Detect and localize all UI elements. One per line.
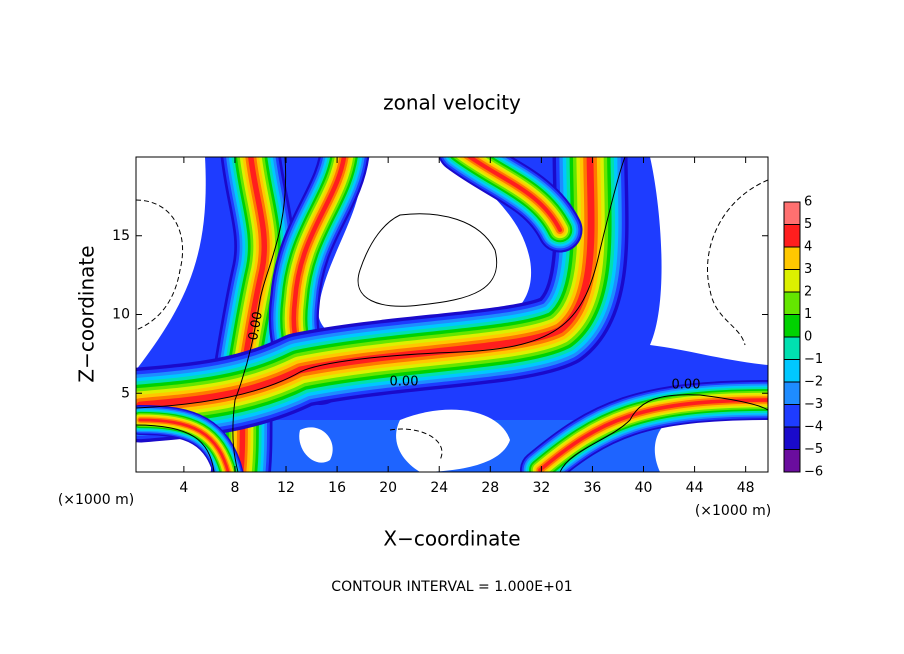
band	[538, 398, 768, 472]
colorbar-label: 3	[804, 262, 812, 277]
chart-title: zonal velocity	[383, 91, 521, 115]
contours	[136, 157, 768, 472]
x-unit: (×1000 m)	[695, 503, 771, 519]
region	[650, 157, 768, 365]
colorbar-label: 0	[804, 330, 812, 345]
colorbar-label: −3	[804, 397, 823, 412]
x-tick-label: 48	[737, 480, 755, 496]
contour-label: 0.00	[246, 310, 266, 341]
colorbar-swatch	[784, 359, 800, 382]
colorbar-swatch	[784, 449, 800, 472]
x-tick-label: 40	[635, 480, 653, 496]
colorbar-label: −4	[804, 420, 823, 435]
contour-line	[136, 157, 626, 409]
x-tick-label: 24	[430, 480, 448, 496]
y-tick-label: 10	[112, 307, 130, 323]
region	[396, 409, 510, 472]
colorbar-swatch	[784, 427, 800, 450]
contour-line	[136, 424, 215, 472]
band	[138, 418, 230, 472]
contour-line	[707, 179, 768, 346]
colorbar-label: −6	[804, 465, 823, 480]
colorbar-label: 4	[804, 240, 812, 255]
bands	[136, 157, 768, 472]
colorbar-label: −2	[804, 375, 823, 390]
colorbar-label: −5	[804, 442, 823, 457]
contour-line	[232, 157, 287, 472]
contour-line	[357, 213, 498, 307]
band	[466, 157, 563, 233]
contour-line	[559, 394, 768, 472]
colorbar-swatch	[784, 247, 800, 270]
contour-line	[389, 428, 443, 461]
x-unit: (×1000 m)	[58, 492, 134, 508]
region	[318, 157, 532, 346]
x-tick-label: 8	[230, 480, 239, 496]
x-tick-label: 28	[481, 480, 499, 496]
colorbar-label: 6	[804, 195, 812, 210]
colorbar-label: 5	[804, 217, 812, 232]
contour-label: 0.00	[672, 378, 701, 393]
colorbar-swatch	[784, 382, 800, 405]
y-axis-label: Z−coordinate	[75, 245, 99, 382]
y-tick-label: 15	[112, 228, 130, 244]
x-tick-label: 20	[379, 480, 397, 496]
colorbar-swatch	[784, 314, 800, 337]
colorbar-swatch	[784, 337, 800, 360]
colorbar-swatch	[784, 224, 800, 247]
colorbar-label: 2	[804, 285, 812, 300]
region	[654, 410, 768, 472]
x-tick-label: 12	[277, 480, 295, 496]
contour-label: 0.00	[390, 375, 419, 390]
y-tick-label: 5	[121, 385, 130, 401]
region	[136, 157, 206, 370]
x-axis-label: X−coordinate	[383, 527, 520, 551]
x-tick-label: 32	[532, 480, 550, 496]
x-tick-label: 16	[328, 480, 346, 496]
colorbar-label: −1	[804, 352, 823, 367]
x-tick-label: 4	[179, 480, 188, 496]
colorbar-swatch	[784, 269, 800, 292]
footer: CONTOUR INTERVAL = 1.000E+01	[331, 579, 572, 595]
colorbar-swatch	[784, 292, 800, 315]
colorbar-swatch	[784, 404, 800, 427]
colorbar-label: 1	[804, 307, 812, 322]
band	[136, 157, 595, 409]
field	[136, 157, 768, 472]
contour-line	[136, 199, 184, 331]
x-tick-label: 44	[686, 480, 704, 496]
region	[299, 427, 333, 463]
x-tick-label: 36	[584, 480, 602, 496]
colorbar-swatch	[784, 202, 800, 225]
